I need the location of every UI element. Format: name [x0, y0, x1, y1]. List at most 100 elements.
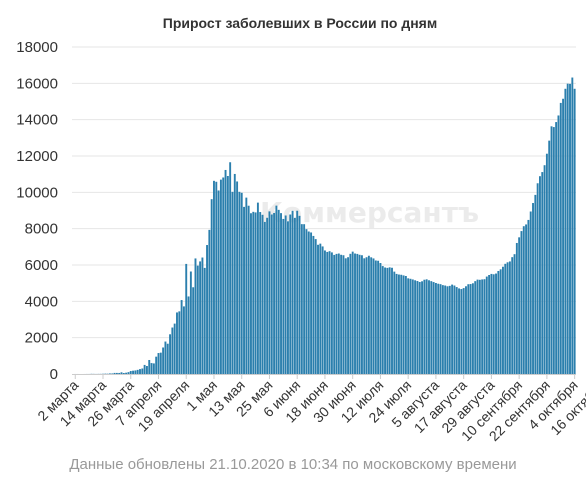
bar	[263, 221, 266, 374]
bar	[240, 192, 243, 374]
bar	[559, 102, 562, 375]
bar	[122, 373, 125, 374]
bar	[273, 212, 276, 374]
bar	[270, 214, 273, 374]
bar	[434, 282, 437, 374]
bar	[557, 115, 560, 374]
bar	[236, 181, 239, 374]
bar	[358, 254, 361, 374]
bar	[310, 232, 313, 374]
bar	[499, 269, 502, 374]
bar	[513, 254, 516, 374]
bar	[555, 122, 558, 374]
bar	[203, 267, 206, 374]
bar	[370, 257, 373, 374]
bar	[231, 191, 234, 374]
bar	[132, 370, 135, 374]
bar	[159, 352, 162, 374]
bar	[397, 274, 400, 374]
chart-title: Прирост заболевших в России по дням	[163, 15, 437, 31]
bar	[217, 190, 220, 374]
bar	[152, 363, 155, 374]
bar	[287, 221, 289, 374]
bar	[182, 306, 185, 374]
bar	[196, 265, 199, 374]
bar-series	[74, 77, 576, 375]
bar	[136, 369, 139, 374]
bar	[243, 206, 245, 374]
bar	[441, 285, 444, 374]
bar	[363, 258, 366, 374]
bar	[545, 153, 548, 374]
y-tick-label: 12000	[16, 148, 58, 165]
bar	[488, 275, 491, 374]
bar	[178, 311, 181, 374]
y-tick-label: 8000	[25, 221, 58, 238]
bar	[312, 235, 315, 374]
bar	[462, 288, 465, 374]
bar	[238, 191, 241, 374]
y-tick-label: 10000	[16, 184, 58, 201]
bar	[208, 229, 211, 374]
bar	[111, 373, 114, 374]
bar	[134, 370, 137, 374]
bar	[233, 173, 236, 374]
bar	[340, 254, 343, 374]
bar	[573, 88, 576, 374]
bar	[497, 271, 500, 374]
bar	[432, 282, 435, 374]
bar	[189, 271, 192, 374]
bar	[324, 250, 326, 374]
bar	[169, 334, 171, 374]
y-tick-label: 16000	[16, 75, 58, 92]
bar	[492, 274, 495, 374]
bar	[402, 275, 405, 374]
bar	[539, 176, 541, 374]
bar	[564, 88, 567, 374]
y-tick-label: 0	[50, 366, 58, 383]
bar	[534, 194, 537, 374]
bar	[284, 215, 287, 374]
bar	[448, 285, 451, 374]
bar	[455, 287, 458, 374]
bar	[266, 217, 269, 374]
bar	[365, 257, 368, 374]
bar	[155, 356, 158, 374]
bar	[453, 285, 456, 374]
bar	[506, 262, 509, 374]
bar	[326, 251, 329, 374]
bar	[439, 284, 442, 374]
bar	[508, 261, 511, 374]
bar	[562, 98, 565, 375]
bar	[307, 231, 310, 374]
bar	[303, 224, 306, 374]
bar	[379, 263, 382, 374]
bar	[469, 284, 472, 374]
bar	[254, 212, 257, 374]
bar	[407, 278, 410, 374]
bar	[532, 203, 534, 374]
bar	[224, 169, 227, 374]
bar	[467, 284, 470, 374]
bar	[377, 260, 380, 374]
bar	[333, 254, 336, 374]
bar	[314, 239, 317, 374]
bar	[478, 279, 481, 374]
bar	[522, 226, 525, 374]
bar	[277, 209, 280, 374]
bar	[148, 359, 151, 374]
gridlines	[72, 46, 576, 339]
bar	[201, 257, 204, 374]
bar	[261, 214, 264, 374]
bar	[342, 255, 345, 374]
bar	[229, 162, 232, 374]
bar	[515, 242, 518, 374]
bar	[525, 224, 528, 374]
bar	[381, 266, 384, 374]
bar	[527, 219, 530, 374]
bar	[465, 286, 467, 374]
bar	[511, 257, 514, 374]
bar	[291, 210, 294, 374]
